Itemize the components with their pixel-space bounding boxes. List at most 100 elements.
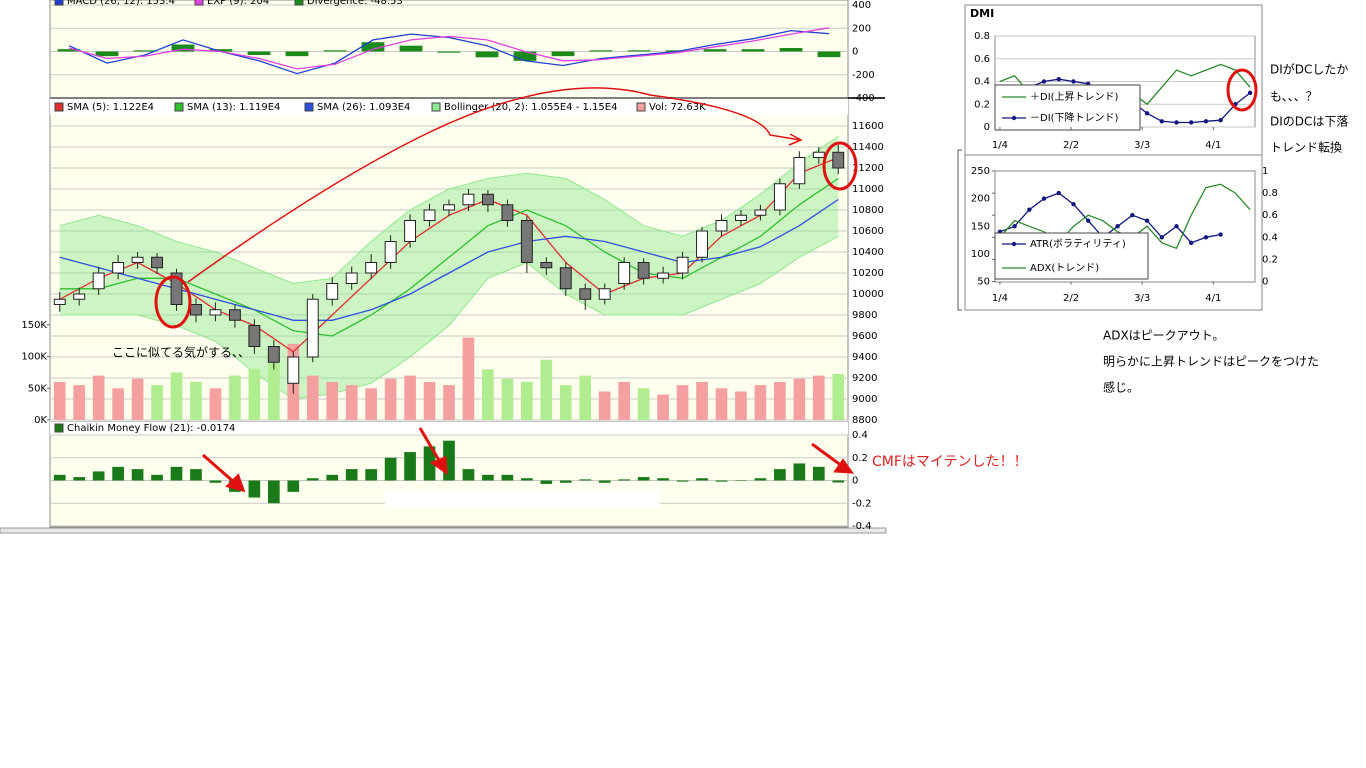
bar bbox=[637, 388, 650, 420]
bar bbox=[637, 477, 650, 481]
legend-label: SMA (26): 1.093E4 bbox=[317, 102, 410, 113]
candle-body bbox=[365, 262, 378, 274]
legend-label: Bollinger (20, 2): 1.055E4 - 1.15E4 bbox=[444, 102, 617, 113]
y-tick-label: 9200 bbox=[852, 373, 877, 384]
point bbox=[1247, 90, 1253, 96]
point bbox=[1159, 119, 1164, 124]
bar bbox=[170, 372, 183, 420]
bar bbox=[326, 381, 339, 420]
bar bbox=[399, 45, 423, 52]
y-tick-label: 9400 bbox=[852, 352, 877, 363]
bar bbox=[741, 49, 765, 52]
band-lower bbox=[59, 235, 839, 400]
point bbox=[1056, 77, 1061, 82]
point bbox=[1174, 224, 1179, 229]
bar bbox=[779, 48, 803, 52]
arrow-head bbox=[225, 473, 246, 493]
bar bbox=[513, 51, 537, 61]
bar bbox=[462, 337, 475, 420]
series-line bbox=[59, 177, 839, 337]
y-tick-label: 8800 bbox=[852, 415, 877, 426]
legend-box bbox=[994, 232, 1149, 280]
candle-body bbox=[404, 220, 417, 242]
y-tick-label: 9000 bbox=[852, 394, 877, 405]
bar bbox=[657, 394, 669, 420]
candle-body bbox=[248, 325, 261, 347]
x-tick-label: 4/1 bbox=[1205, 140, 1221, 151]
annotation: ここに似てる気がする、、 bbox=[112, 345, 250, 360]
bar bbox=[209, 49, 233, 52]
legend-strip bbox=[50, 99, 848, 115]
y-tick-label: 200 bbox=[852, 23, 871, 34]
plots bbox=[50, 4, 1255, 527]
bar bbox=[209, 388, 222, 420]
bar bbox=[404, 452, 416, 481]
candle-body bbox=[520, 220, 533, 263]
y-tick-label: -200 bbox=[852, 70, 875, 81]
y-tick-label: 400 bbox=[852, 0, 871, 11]
bar bbox=[190, 381, 202, 420]
bar bbox=[443, 385, 455, 420]
series-line bbox=[68, 29, 830, 75]
macd-panel bbox=[49, 0, 849, 99]
bar bbox=[285, 51, 309, 57]
bar bbox=[551, 51, 575, 57]
blank-patch bbox=[385, 490, 660, 508]
point bbox=[1041, 79, 1047, 84]
bar bbox=[247, 51, 271, 55]
bar bbox=[287, 480, 300, 492]
candle-body bbox=[676, 256, 689, 274]
candle-body bbox=[287, 356, 300, 384]
y-tick-label: 0.4 bbox=[974, 77, 990, 88]
y-tick-label: 11400 bbox=[852, 142, 884, 153]
bar bbox=[676, 385, 689, 420]
next-panel bbox=[0, 527, 887, 534]
bar bbox=[462, 469, 475, 481]
y-tick-label: 9800 bbox=[852, 310, 877, 321]
bar bbox=[559, 385, 572, 420]
bar bbox=[696, 381, 708, 420]
annotation: トレンド転換 bbox=[1270, 141, 1342, 155]
y-tick-label: 100 bbox=[971, 249, 990, 260]
legend-label: －DI(下降トレンド) bbox=[1030, 111, 1119, 124]
x-tick-label: 1/4 bbox=[992, 140, 1008, 151]
bar bbox=[112, 388, 124, 420]
candle-body bbox=[443, 204, 455, 211]
candle-body bbox=[812, 151, 825, 158]
y2-tick-label: 50K bbox=[28, 383, 48, 394]
candle-body bbox=[501, 204, 514, 221]
candle-body bbox=[326, 283, 339, 300]
bar bbox=[482, 474, 494, 481]
y-tick-label: 0.8 bbox=[974, 31, 990, 42]
y-tick-label: 250 bbox=[971, 166, 990, 177]
legend-label: ＋DI(上昇トレンド) bbox=[1030, 91, 1119, 103]
legend-label: Chaikin Money Flow (21): -0.0174 bbox=[67, 423, 235, 434]
bar bbox=[171, 44, 195, 52]
bar bbox=[540, 359, 553, 420]
candle-body bbox=[306, 298, 319, 358]
y-tick-label: 10600 bbox=[852, 226, 884, 237]
arrow-head bbox=[833, 458, 855, 474]
y-tick-label: -400 bbox=[852, 93, 875, 104]
point bbox=[1144, 218, 1150, 223]
bar bbox=[774, 469, 786, 481]
bar bbox=[559, 480, 572, 483]
legend-swatch bbox=[54, 0, 64, 6]
legend-marker bbox=[1011, 115, 1017, 121]
arrow bbox=[202, 453, 236, 485]
point bbox=[1130, 213, 1135, 218]
legend-label: SMA (5): 1.122E4 bbox=[67, 102, 154, 113]
bar bbox=[131, 469, 144, 481]
bar bbox=[696, 478, 708, 481]
candle-body bbox=[53, 298, 66, 305]
bar bbox=[579, 479, 592, 481]
bar bbox=[579, 375, 592, 420]
y2-tick-label: 0.2 bbox=[1262, 254, 1278, 265]
price-panel bbox=[49, 97, 849, 421]
bar bbox=[423, 446, 436, 481]
legend-label: Divergence: -48.53 bbox=[307, 0, 403, 7]
overlay: -400 -200 0 200 400 MACD (26, 12): 153.4 EXP (… bbox=[21, 0, 1348, 532]
bar bbox=[190, 469, 202, 481]
annotation: も、、、？ bbox=[1270, 90, 1318, 104]
arrow bbox=[187, 87, 801, 283]
